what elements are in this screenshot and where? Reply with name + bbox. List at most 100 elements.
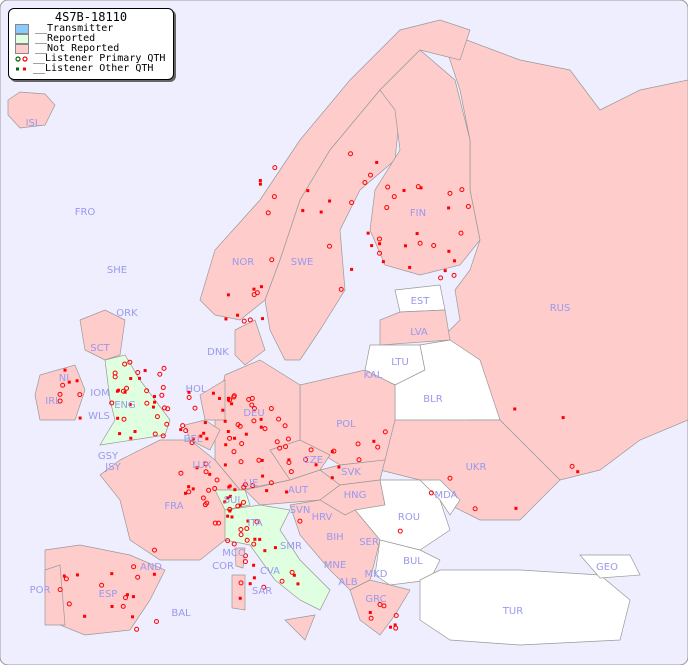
legend-label: __Not Reported — [35, 43, 120, 54]
listener-primary-marker — [265, 210, 271, 216]
listener-primary-marker — [277, 445, 283, 451]
label-fro: FRO — [75, 207, 96, 218]
listener-other-marker — [143, 369, 147, 373]
listener-primary-marker — [377, 601, 383, 607]
listener-primary-marker — [250, 483, 256, 489]
listener-other-marker — [138, 376, 142, 380]
label-bih: BIH — [326, 532, 343, 543]
listener-primary-marker — [451, 272, 457, 278]
listener-primary-marker — [157, 371, 163, 377]
listener-primary-marker — [254, 290, 260, 296]
listener-primary-marker — [164, 421, 170, 427]
listener-other-marker — [419, 186, 423, 190]
listener-other-marker — [128, 403, 132, 407]
listener-primary-marker — [367, 172, 373, 178]
label-isl: ISL — [26, 118, 41, 129]
label-sar: SAR — [252, 586, 272, 597]
listener-primary-marker — [397, 528, 403, 534]
country-mda — [419, 479, 461, 516]
listener-primary-marker — [127, 359, 133, 365]
listener-primary-marker — [362, 180, 368, 186]
listener-other-marker — [368, 611, 372, 615]
country-grc — [349, 579, 411, 636]
country-ukr — [379, 419, 561, 521]
listener-other-marker — [227, 485, 231, 489]
listener-other-marker — [125, 593, 129, 597]
listener-other-marker — [133, 430, 137, 434]
listener-other-marker — [285, 490, 289, 494]
listener-other-marker — [211, 391, 215, 395]
legend-item-other-qth: __Listener Other QTH — [9, 64, 173, 74]
listener-other-marker — [296, 582, 300, 586]
listener-other-marker — [259, 425, 263, 429]
listener-primary-marker — [144, 388, 150, 394]
country-por — [44, 564, 66, 626]
listener-primary-marker — [123, 595, 129, 601]
label-por: POR — [30, 585, 51, 596]
listener-other-marker — [263, 549, 267, 553]
listener-primary-marker — [288, 469, 294, 475]
listener-other-marker — [258, 179, 262, 183]
listener-other-marker — [259, 417, 263, 421]
listener-other-marker — [292, 573, 296, 577]
country-bel — [184, 419, 221, 451]
listener-primary-marker — [238, 580, 244, 586]
country-sar — [231, 574, 246, 611]
label-irl: IRL — [45, 396, 61, 407]
label-hrv: HRV — [312, 512, 333, 523]
listener-other-marker — [223, 463, 227, 467]
listener-other-marker — [258, 182, 262, 186]
listener-other-marker — [131, 595, 135, 599]
listener-primary-marker — [121, 416, 127, 422]
listener-primary-marker — [272, 165, 278, 171]
listener-primary-marker — [242, 553, 248, 559]
listener-primary-marker — [415, 184, 421, 190]
listener-other-marker — [453, 259, 457, 263]
listener-other-marker — [203, 421, 207, 425]
listener-other-marker — [408, 265, 412, 269]
listener-other-marker — [415, 232, 419, 236]
listener-primary-marker — [120, 603, 126, 609]
listener-other-marker — [337, 465, 341, 469]
listener-primary-marker — [212, 520, 218, 526]
listener-primary-marker — [254, 519, 260, 525]
listener-primary-marker — [203, 461, 209, 467]
listener-primary-marker — [256, 457, 262, 463]
legend-item-transmitter: __Transmitter — [9, 24, 173, 34]
listener-primary-marker — [348, 151, 354, 157]
legend-label: __Reported — [35, 33, 96, 44]
label-rou: ROU — [398, 512, 420, 523]
listener-other-marker — [233, 436, 237, 440]
listener-primary-marker — [239, 441, 245, 447]
listener-primary-marker — [447, 475, 453, 481]
listener-other-marker — [260, 458, 264, 462]
listener-other-marker — [561, 416, 565, 420]
listener-primary-marker — [285, 436, 291, 442]
listener-other-marker — [187, 485, 191, 489]
label-svn: SVN — [290, 505, 311, 516]
label-geo: GEO — [596, 562, 618, 573]
listener-other-marker — [375, 160, 379, 164]
not-reported-swatch — [15, 44, 29, 54]
listener-other-marker — [248, 582, 252, 586]
label-fra: FRA — [164, 501, 183, 512]
listener-primary-marker — [282, 423, 288, 429]
listener-other-marker — [350, 267, 354, 271]
label-ork: ORK — [116, 308, 138, 319]
listener-other-marker — [513, 407, 517, 411]
listener-primary-marker — [151, 547, 157, 553]
listener-other-marker — [75, 379, 79, 383]
label-swe: SWE — [291, 257, 314, 268]
listener-other-marker — [63, 368, 67, 372]
listener-primary-marker — [200, 495, 206, 501]
label-mco: MCO — [222, 548, 246, 559]
listener-other-marker — [226, 496, 230, 500]
listener-primary-marker — [124, 385, 130, 391]
listener-primary-marker — [377, 250, 383, 256]
label-lva: LVA — [410, 327, 428, 338]
listener-other-marker — [224, 317, 228, 321]
listener-primary-marker — [271, 194, 277, 200]
listener-other-marker — [514, 506, 518, 510]
